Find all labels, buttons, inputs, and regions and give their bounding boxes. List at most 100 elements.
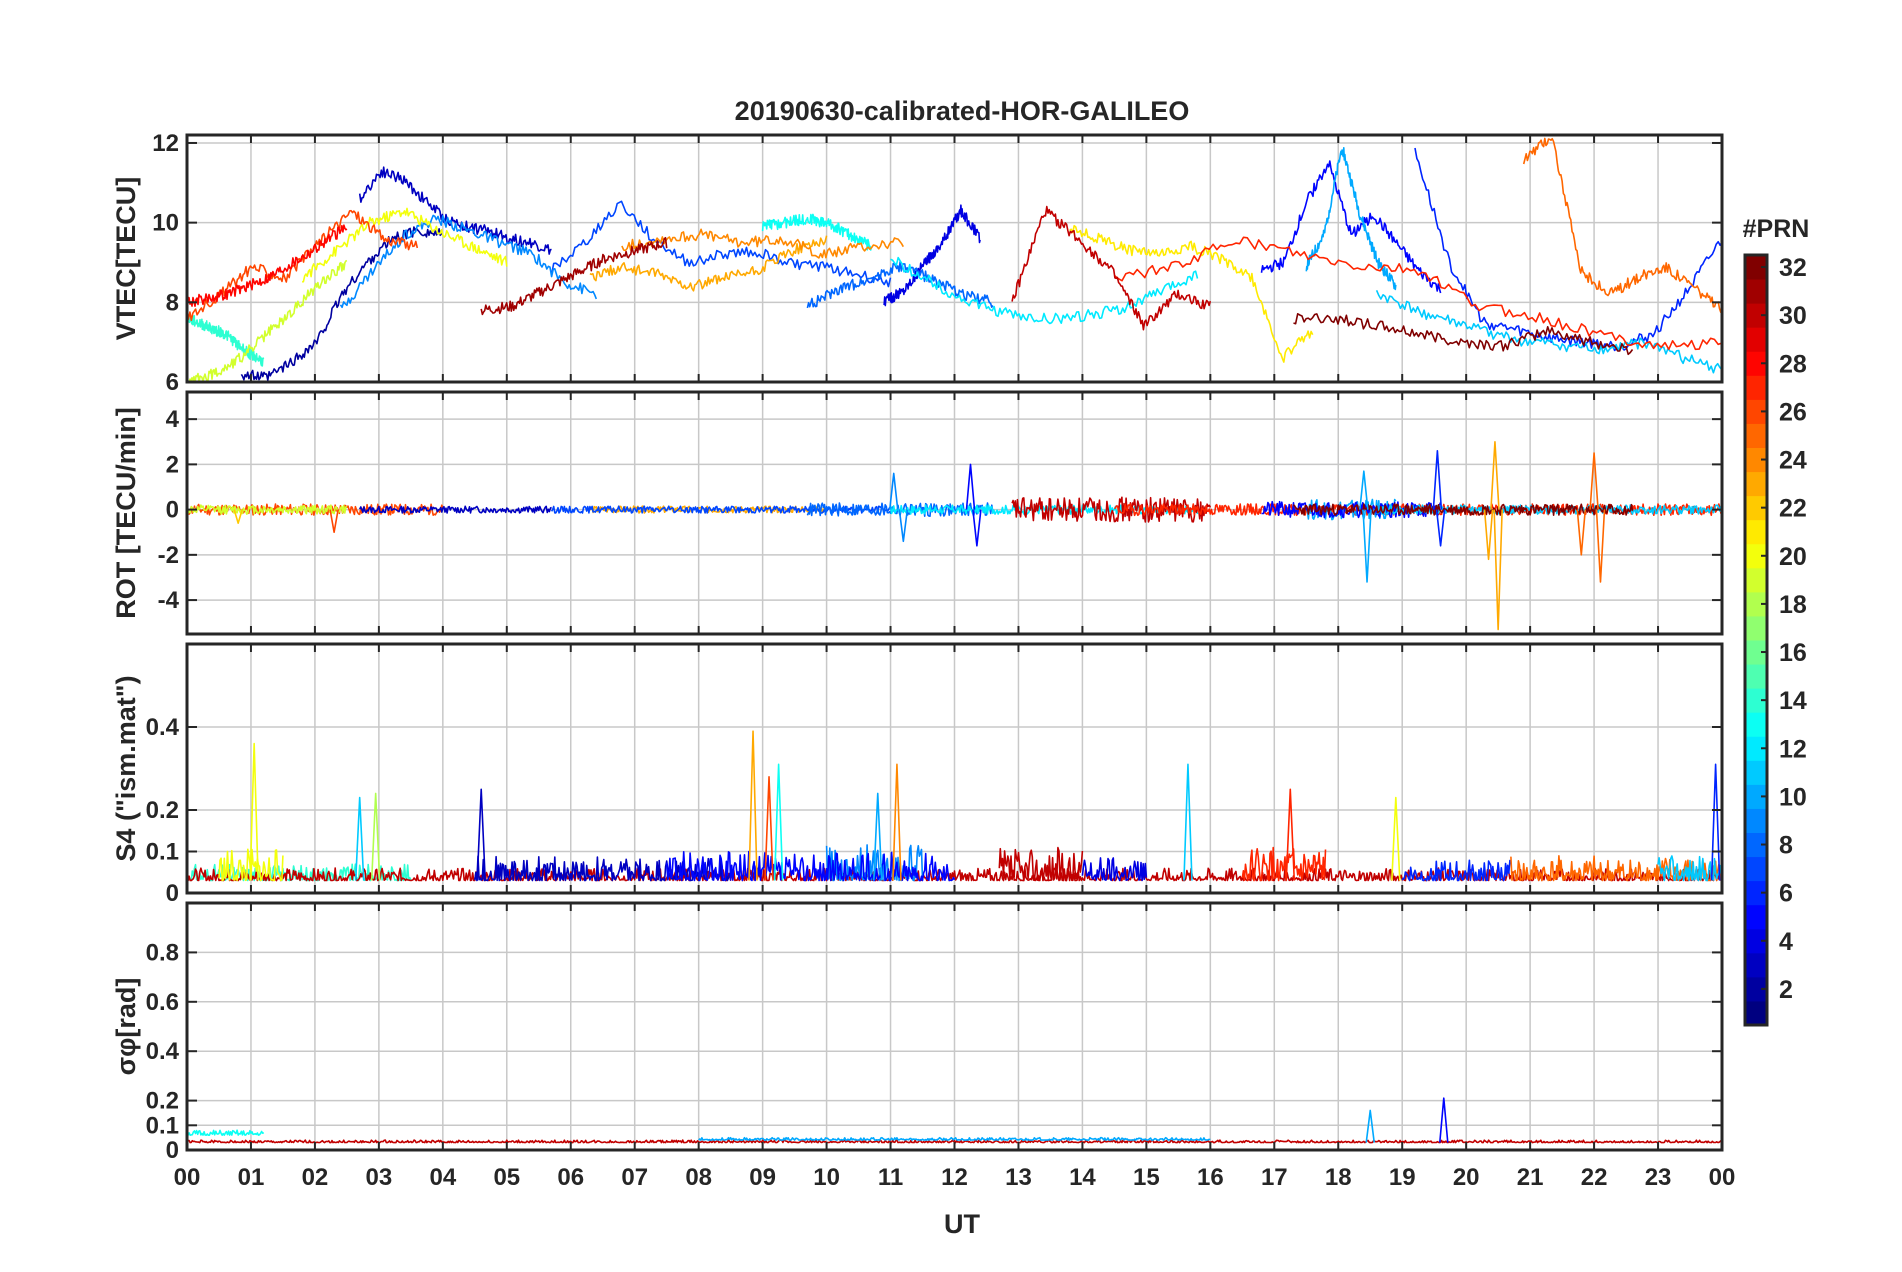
colorbar-cell <box>1745 664 1767 689</box>
x-tick-label: 15 <box>1133 1164 1160 1191</box>
colorbar-tick-label: 20 <box>1779 543 1807 571</box>
x-tick-label: 11 <box>878 1164 903 1191</box>
x-tick-label: 13 <box>1005 1164 1032 1191</box>
rot-spike-prn-5 <box>972 509 982 547</box>
colorbar-cell <box>1745 856 1767 882</box>
s4-spike-prn-13 <box>773 763 784 881</box>
colorbar-cell <box>1745 688 1767 713</box>
colorbar-cell <box>1745 1000 1767 1026</box>
colorbar-cell <box>1745 519 1767 545</box>
rot-spike-prn-23 <box>1483 509 1494 561</box>
colorbar-frame <box>1743 253 1769 1027</box>
y-tick-label: 4 <box>166 406 180 433</box>
x-tick-label: 07 <box>621 1164 648 1191</box>
x-tick-label: 14 <box>1069 1164 1096 1191</box>
s4-spike-prn-11 <box>1183 763 1193 881</box>
colorbar-cell <box>1745 399 1767 424</box>
colorbar-cell <box>1745 976 1767 1002</box>
colorbar-cell <box>1745 303 1767 328</box>
s4-spike-prn-26 <box>764 776 774 881</box>
colorbar-tick-label: 26 <box>1779 398 1807 426</box>
colorbar-tick-label: 14 <box>1779 687 1807 715</box>
colorbar-cell <box>1745 327 1767 352</box>
x-tick-label: 00 <box>174 1164 201 1191</box>
s4-trace-prn-27 <box>1241 846 1327 882</box>
colorbar-cell <box>1745 591 1767 617</box>
x-tick-label: 08 <box>685 1164 712 1191</box>
y-tick-label: 6 <box>166 369 179 396</box>
x-tick-label: 16 <box>1197 1164 1224 1191</box>
colorbar-cell <box>1745 255 1767 280</box>
x-tick-label: 02 <box>302 1164 329 1191</box>
vtec-series-prn-28 <box>187 224 348 307</box>
colorbar-cell <box>1745 640 1767 665</box>
y-tick-label: -4 <box>158 587 180 614</box>
y-tick-label: 8 <box>166 289 179 316</box>
x-tick-label: 21 <box>1517 1164 1544 1191</box>
colorbar-cell <box>1745 471 1767 497</box>
vtec-series-prn-31 <box>480 236 668 316</box>
y-axis-label-s4: S4 ("ism.mat") <box>111 675 141 861</box>
x-tick-label: 00 <box>1709 1164 1736 1191</box>
colorbar-tick-label: 8 <box>1779 832 1793 860</box>
colorbar-tick-label: 4 <box>1779 928 1793 956</box>
x-tick-label: 19 <box>1389 1164 1416 1191</box>
x-tick-label: 06 <box>557 1164 584 1191</box>
panel-rot: -4 -2 0 2 4 ROT [TECU/min] <box>111 390 1724 636</box>
x-tick-label: 10 <box>813 1164 840 1191</box>
colorbar-tick-label: 18 <box>1779 591 1807 619</box>
rot-spike-prn-10 <box>1359 470 1369 510</box>
colorbar-cell <box>1745 760 1767 785</box>
rot-trace-prn-3 <box>358 505 552 514</box>
s4-trace-prn-6 <box>1401 859 1512 882</box>
x-tick-label: 12 <box>941 1164 968 1191</box>
panel-s4: 0 0.1 0.2 0.4S4 ("ism.mat") <box>111 642 1724 907</box>
rot-spike-prn-25 <box>1589 452 1599 510</box>
colorbar-tick-label: 12 <box>1779 735 1807 763</box>
y-tick-label: 0.1 <box>146 839 179 866</box>
y-tick-label: 0.8 <box>146 939 179 966</box>
colorbar-cell <box>1745 615 1767 641</box>
s4-spike-prn-27 <box>1285 788 1296 881</box>
x-tick-label: 23 <box>1645 1164 1672 1191</box>
x-axis-label: UT <box>944 1209 980 1239</box>
x-tick-label: 22 <box>1581 1164 1608 1191</box>
vtec-series-prn-32 <box>1293 313 1634 356</box>
vtec-series-prn-14 <box>187 314 265 367</box>
s4-spike-prn-6 <box>1710 763 1721 881</box>
colorbar-title: #PRN <box>1743 215 1810 243</box>
s4-spike-prn-23 <box>748 730 758 881</box>
colorbar-tick-label: 30 <box>1779 302 1807 330</box>
s4-spike-prn-10 <box>872 792 883 881</box>
x-tick-label: 17 <box>1261 1164 1288 1191</box>
colorbar-tick-label: 28 <box>1779 350 1807 378</box>
s4-spike-prn-11 <box>354 796 365 881</box>
vtec-series-prn-13 <box>761 213 873 251</box>
colorbar-cell <box>1745 495 1767 521</box>
x-tick-label: 20 <box>1453 1164 1480 1191</box>
vtec-series-prn-11 <box>1375 289 1722 374</box>
colorbar-cell <box>1745 447 1767 473</box>
y-axis-label-sigma: σφ[rad] <box>111 978 141 1076</box>
chart-title: 20190630-calibrated-HOR-GALILEO <box>735 96 1190 126</box>
vtec-series-prn-30 <box>1011 205 1212 331</box>
colorbar-cell <box>1745 952 1767 978</box>
colorbar-cell <box>1745 832 1767 858</box>
rot-trace-prn-32 <box>1292 503 1634 516</box>
vtec-series-prn-12 <box>890 256 1199 325</box>
sigma-spike-prn-10 <box>1365 1109 1376 1143</box>
panel-vtec: 6 8 10 12 VTEC[TECU] <box>111 130 1724 396</box>
colorbar-tick-label: 32 <box>1779 254 1807 282</box>
vtec-series-prn-4 <box>883 204 981 307</box>
colorbar-tick-label: 24 <box>1779 447 1807 475</box>
x-tick-label: 09 <box>749 1164 776 1191</box>
colorbar-cell <box>1745 375 1767 400</box>
panel-data <box>187 730 1722 882</box>
x-tick-label: 18 <box>1325 1164 1352 1191</box>
colorbar-cell <box>1745 712 1767 737</box>
x-tick-label: 01 <box>238 1164 265 1191</box>
colorbar-cell <box>1745 543 1767 569</box>
sigma-trace-prn-13 <box>187 1129 265 1136</box>
